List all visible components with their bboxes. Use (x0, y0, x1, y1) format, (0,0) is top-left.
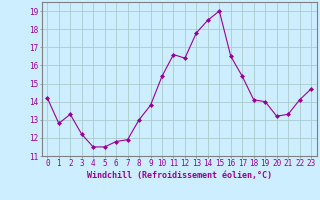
X-axis label: Windchill (Refroidissement éolien,°C): Windchill (Refroidissement éolien,°C) (87, 171, 272, 180)
